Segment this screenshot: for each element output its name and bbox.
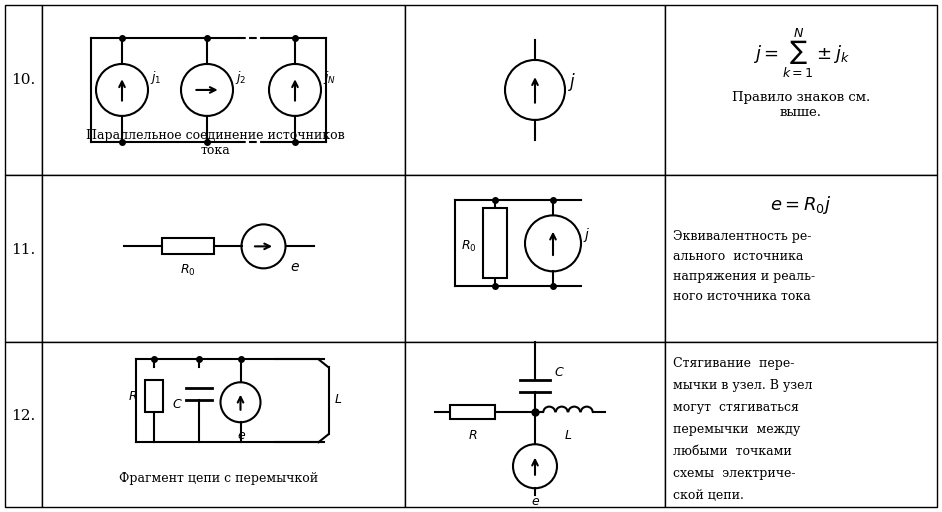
Text: $j_N$: $j_N$ bbox=[323, 70, 336, 87]
Text: ской цепи.: ской цепи. bbox=[673, 489, 744, 502]
Bar bbox=[42, 342, 405, 507]
Text: могут  стягиваться: могут стягиваться bbox=[673, 401, 799, 414]
Text: $e$: $e$ bbox=[290, 260, 300, 274]
Text: Эквивалентность ре-: Эквивалентность ре- bbox=[673, 230, 811, 243]
Text: $e = R_0 j$: $e = R_0 j$ bbox=[771, 194, 832, 216]
Text: $j_1$: $j_1$ bbox=[150, 70, 162, 87]
Bar bbox=[405, 5, 665, 175]
Text: $R_0$: $R_0$ bbox=[462, 239, 477, 254]
Text: любыми  точками: любыми точками bbox=[673, 445, 791, 458]
Text: напряжения и реаль-: напряжения и реаль- bbox=[673, 270, 815, 283]
Text: $j_2$: $j_2$ bbox=[235, 70, 247, 87]
Bar bbox=[665, 175, 937, 342]
Text: ального  источника: ального источника bbox=[673, 250, 804, 263]
Bar bbox=[5, 342, 42, 507]
Text: ного источника тока: ного источника тока bbox=[673, 290, 811, 303]
Bar bbox=[450, 406, 495, 419]
Text: $R_0$: $R_0$ bbox=[180, 263, 195, 279]
Bar bbox=[5, 5, 42, 175]
Bar bbox=[144, 380, 163, 412]
Bar bbox=[483, 208, 507, 279]
Bar bbox=[5, 175, 42, 342]
Bar bbox=[42, 175, 405, 342]
Bar bbox=[405, 175, 665, 342]
Text: $L$: $L$ bbox=[564, 429, 572, 442]
Bar bbox=[161, 239, 214, 254]
Text: $R$: $R$ bbox=[468, 429, 478, 442]
Text: мычки в узел. В узел: мычки в узел. В узел bbox=[673, 379, 813, 392]
Text: Правило знаков см.
выше.: Правило знаков см. выше. bbox=[732, 91, 870, 119]
Text: $j$: $j$ bbox=[583, 226, 591, 244]
Text: $L$: $L$ bbox=[333, 393, 342, 406]
Text: $j = \sum_{k=1}^{N} \pm j_k$: $j = \sum_{k=1}^{N} \pm j_k$ bbox=[753, 26, 850, 80]
Text: Параллельное соединение источников
тока: Параллельное соединение источников тока bbox=[86, 129, 345, 157]
Text: $C$: $C$ bbox=[171, 398, 183, 411]
Text: 11.: 11. bbox=[11, 243, 36, 258]
Text: схемы  электриче-: схемы электриче- bbox=[673, 467, 795, 480]
Bar bbox=[42, 5, 405, 175]
Text: $e$: $e$ bbox=[237, 429, 246, 442]
Text: 10.: 10. bbox=[11, 73, 36, 87]
Text: перемычки  между: перемычки между bbox=[673, 423, 801, 436]
Text: $j$: $j$ bbox=[568, 71, 577, 93]
Bar bbox=[665, 5, 937, 175]
Text: Фрагмент цепи с перемычкой: Фрагмент цепи с перемычкой bbox=[119, 472, 318, 485]
Text: $e$: $e$ bbox=[531, 495, 541, 508]
Text: $C$: $C$ bbox=[554, 366, 564, 379]
Bar bbox=[665, 342, 937, 507]
Text: Стягивание  пере-: Стягивание пере- bbox=[673, 357, 794, 370]
Bar bbox=[405, 342, 665, 507]
Text: $R$: $R$ bbox=[128, 390, 138, 403]
Text: 12.: 12. bbox=[11, 409, 36, 423]
